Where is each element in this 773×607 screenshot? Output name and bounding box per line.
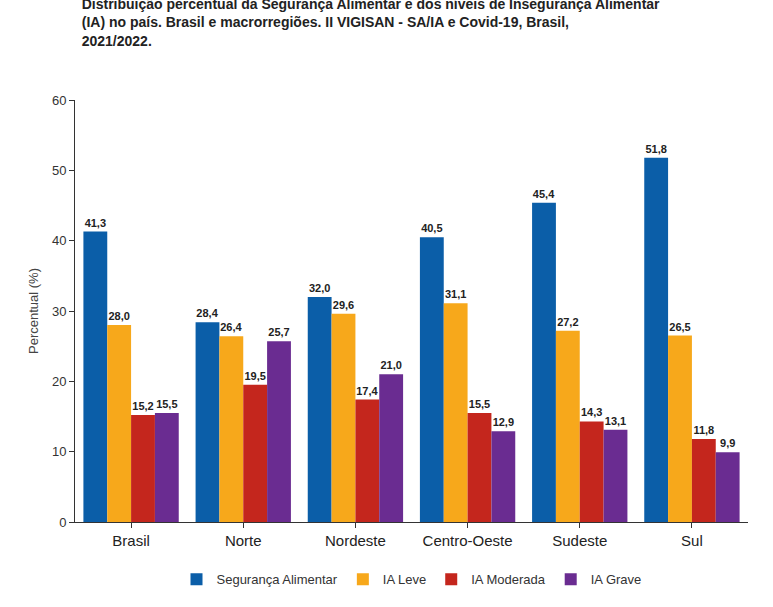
svg-text:9,9: 9,9: [720, 437, 735, 449]
svg-text:Nordeste: Nordeste: [325, 532, 386, 549]
svg-text:19,5: 19,5: [244, 370, 265, 382]
svg-text:51,8: 51,8: [645, 143, 666, 155]
svg-text:41,3: 41,3: [85, 217, 106, 229]
svg-text:30: 30: [52, 304, 66, 319]
svg-text:0: 0: [59, 515, 66, 530]
svg-text:IA Leve: IA Leve: [383, 572, 426, 587]
svg-text:Centro-Oeste: Centro-Oeste: [423, 532, 513, 549]
svg-text:Brasil: Brasil: [112, 532, 150, 549]
svg-text:40,5: 40,5: [421, 222, 442, 234]
svg-text:Distribuição percentual da Seg: Distribuição percentual da Segurança Ali…: [82, 0, 660, 49]
svg-text:Sul: Sul: [681, 532, 703, 549]
svg-text:IA Grave: IA Grave: [591, 572, 642, 587]
svg-text:50: 50: [52, 163, 66, 178]
svg-text:27,2: 27,2: [557, 316, 578, 328]
svg-text:45,4: 45,4: [533, 188, 555, 200]
svg-text:26,4: 26,4: [220, 321, 242, 333]
svg-text:Percentual (%): Percentual (%): [26, 268, 41, 354]
svg-text:32,0: 32,0: [309, 282, 330, 294]
svg-text:29,6: 29,6: [333, 299, 354, 311]
svg-text:21,0: 21,0: [380, 359, 401, 371]
svg-text:25,7: 25,7: [268, 326, 289, 338]
svg-text:10: 10: [52, 444, 66, 459]
svg-text:31,1: 31,1: [445, 288, 466, 300]
svg-text:15,2: 15,2: [132, 400, 153, 412]
svg-text:20: 20: [52, 374, 66, 389]
svg-text:Sudeste: Sudeste: [552, 532, 607, 549]
svg-text:14,3: 14,3: [581, 406, 602, 418]
svg-text:28,4: 28,4: [196, 307, 218, 319]
svg-text:Segurança Alimentar: Segurança Alimentar: [217, 572, 338, 587]
svg-text:Norte: Norte: [225, 532, 262, 549]
svg-text:15,5: 15,5: [156, 398, 177, 410]
svg-text:IA Moderada: IA Moderada: [471, 572, 545, 587]
svg-text:15,5: 15,5: [469, 398, 490, 410]
svg-text:26,5: 26,5: [669, 321, 690, 333]
svg-text:12,9: 12,9: [493, 416, 514, 428]
svg-text:11,8: 11,8: [693, 424, 714, 436]
svg-text:17,4: 17,4: [356, 385, 378, 397]
svg-text:60: 60: [52, 93, 66, 108]
svg-text:28,0: 28,0: [108, 310, 129, 322]
svg-text:40: 40: [52, 233, 66, 248]
svg-text:13,1: 13,1: [605, 415, 626, 427]
